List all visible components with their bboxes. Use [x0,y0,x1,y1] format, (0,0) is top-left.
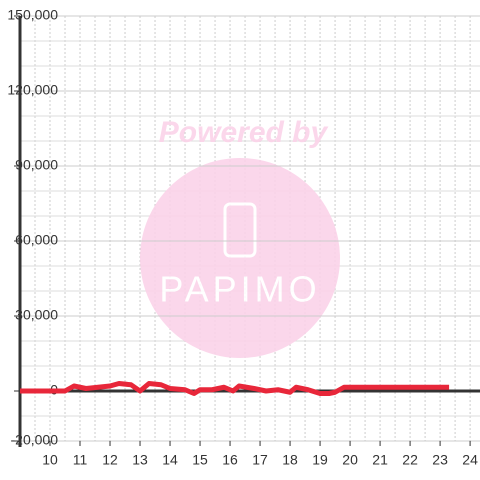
x-tick-label: 15 [192,452,208,468]
x-tick-label: 10 [42,452,58,468]
y-tick-label: 60,000 [15,232,58,248]
y-tick-label: 90,000 [15,157,58,173]
y-tick-label: -20,000 [11,432,59,448]
y-tick-label: 30,000 [15,307,58,323]
x-tick-label: 17 [252,452,268,468]
x-tick-label: 12 [102,452,118,468]
x-tick-label: 18 [282,452,298,468]
watermark-circle [140,158,340,358]
x-tick-label: 14 [162,452,178,468]
watermark-icon [223,202,257,258]
watermark-logo: PAPIMO [159,269,320,310]
x-tick-label: 22 [402,452,418,468]
watermark-text: Powered by [159,116,329,149]
x-tick-label: 20 [342,452,358,468]
x-tick-label: 11 [73,452,88,468]
x-tick-label: 24 [462,452,478,468]
x-tick-label: 19 [312,452,328,468]
watermark: Powered by PAPIMO [140,116,340,358]
x-tick-label: 23 [432,452,448,468]
line [20,381,450,396]
x-tick-label: 16 [222,452,238,468]
x-tick-label: 21 [372,452,388,468]
y-tick-label: 120,000 [7,82,58,98]
y-tick-label: 150,000 [7,7,58,23]
x-tick-label: 13 [132,452,148,468]
